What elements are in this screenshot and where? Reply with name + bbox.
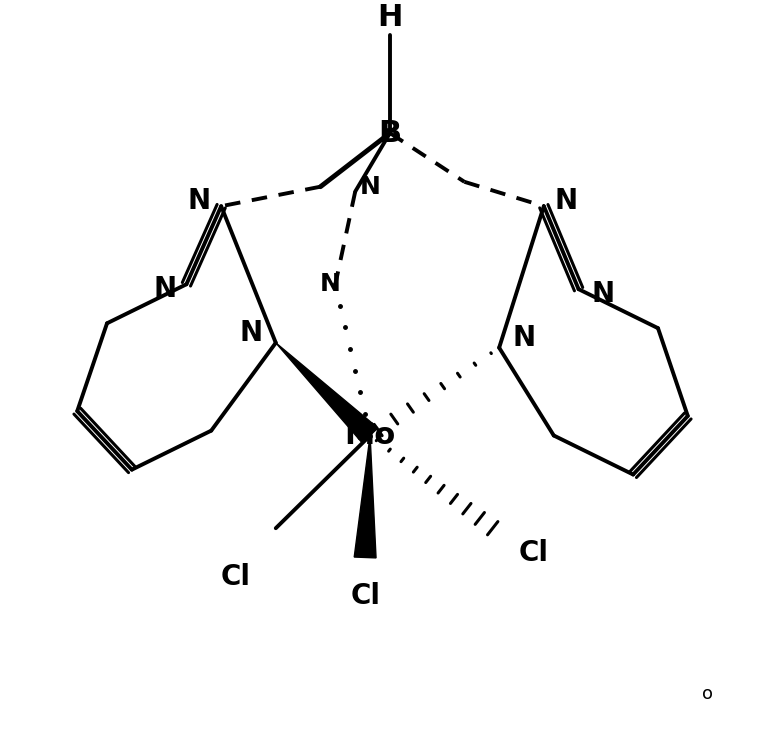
Text: N: N xyxy=(554,187,578,216)
Text: B: B xyxy=(378,118,401,148)
Text: N: N xyxy=(188,187,211,216)
Text: N: N xyxy=(153,275,176,303)
Text: N: N xyxy=(320,272,341,296)
Text: H: H xyxy=(377,4,403,32)
Text: N: N xyxy=(239,319,262,347)
Text: Cl: Cl xyxy=(519,539,549,567)
Polygon shape xyxy=(354,436,376,558)
Text: Cl: Cl xyxy=(221,563,251,591)
Text: N: N xyxy=(360,175,380,199)
Text: N: N xyxy=(512,324,535,352)
Text: Cl: Cl xyxy=(350,583,380,610)
Polygon shape xyxy=(276,343,378,443)
Text: o: o xyxy=(702,685,713,703)
Text: N: N xyxy=(592,280,615,308)
Text: Mo: Mo xyxy=(344,421,396,450)
